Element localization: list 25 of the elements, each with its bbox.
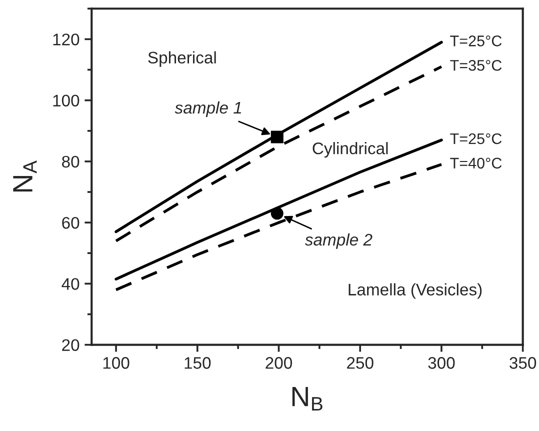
y-axis-title: N$_{A}$: [13, 160, 37, 192]
line-series: [114, 40, 443, 234]
series-label: T=35°C: [450, 60, 502, 71]
x-tick-label: 350: [510, 357, 536, 369]
x-axis-title: N$_{B}$: [292, 386, 322, 411]
series-label: T=25°C: [450, 36, 502, 46]
y-tick-label: 80: [62, 156, 80, 168]
y-tick-label: 60: [62, 216, 80, 229]
y-tick-label: 120: [53, 34, 80, 46]
series-label: T=40°C: [450, 158, 502, 169]
series-label: T=25°C: [450, 133, 502, 144]
x-tick-label: 100: [103, 357, 130, 369]
y-tick-label: 40: [62, 278, 80, 290]
annotation: Lamella (Vesicles): [348, 283, 482, 299]
annotation: Cylindrical: [312, 142, 388, 158]
annotation: sample 1: [174, 101, 241, 117]
annotation: sample 2: [304, 233, 372, 249]
x-tick-label: 250: [347, 357, 374, 369]
x-tick-label: 300: [428, 357, 455, 369]
x-tick-label: 150: [184, 357, 211, 369]
y-tick-label: 100: [53, 94, 80, 107]
annotation: Spherical: [148, 51, 216, 67]
y-tick-label: 20: [62, 339, 80, 352]
line-series: [114, 138, 443, 280]
x-tick-label: 200: [266, 357, 292, 369]
